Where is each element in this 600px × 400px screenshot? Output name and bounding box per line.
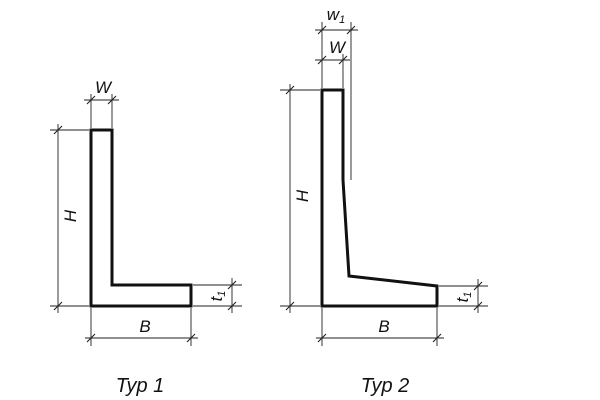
caption: Typ 2 xyxy=(361,375,410,397)
tick xyxy=(317,333,442,343)
tick xyxy=(285,85,295,311)
figure-typ-1: W H B t1 Typ 1 xyxy=(50,78,242,397)
dimension-line xyxy=(315,54,350,88)
dimension-label: W xyxy=(95,78,113,97)
l-wall-profile xyxy=(89,128,193,308)
caption: Typ 1 xyxy=(116,375,165,397)
dimension-label: H xyxy=(61,209,80,222)
tick xyxy=(86,95,117,105)
dimension-label: B xyxy=(139,317,150,336)
label-subscript: 1 xyxy=(462,292,474,298)
label-subscript: 1 xyxy=(339,14,345,26)
l-wall-profile xyxy=(320,88,439,308)
label-subscript: 1 xyxy=(216,291,228,297)
label-base: t xyxy=(207,295,226,301)
dimension-line xyxy=(280,84,320,313)
dimension-label: t1 xyxy=(453,292,474,303)
dimension-label: H xyxy=(293,189,312,202)
dimension-line xyxy=(439,279,488,313)
tick xyxy=(317,25,356,35)
dimension-label: t1 xyxy=(207,291,228,302)
dimension-line xyxy=(193,278,242,313)
label-base: t xyxy=(453,296,472,302)
label-base: w xyxy=(327,5,341,24)
dimension-line xyxy=(85,308,198,346)
tick xyxy=(227,280,237,311)
dimension-line xyxy=(50,124,89,313)
dimension-label: W xyxy=(329,38,347,57)
tick xyxy=(473,281,483,311)
tick xyxy=(53,125,63,311)
tick xyxy=(317,55,348,65)
tick xyxy=(86,333,196,343)
dimension-line xyxy=(316,308,444,346)
dimension-label: w1 xyxy=(327,5,345,26)
figure-typ-2: w1 W H B t1 Typ 2 xyxy=(280,5,488,397)
dimension-label: B xyxy=(378,317,389,336)
dimension-line xyxy=(84,94,119,128)
